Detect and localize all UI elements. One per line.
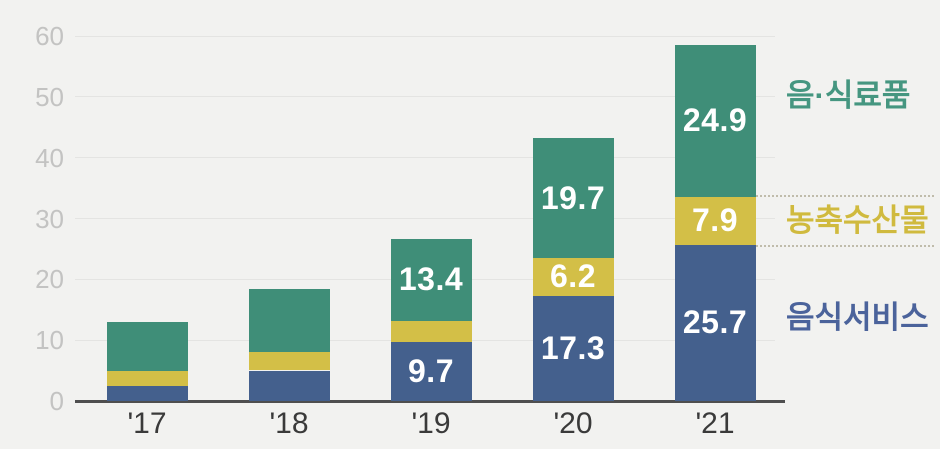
gridline-40 [75, 157, 775, 159]
y-axis-tick-label: 50 [35, 81, 64, 112]
legend-label-food-service: 음식서비스 [786, 300, 929, 335]
x-axis-label: '17 [127, 407, 167, 440]
bar-value-label: 6.2 [550, 258, 596, 295]
y-axis-tick-label: 40 [35, 142, 64, 173]
y-axis-tick-label: 10 [35, 325, 64, 356]
bar-segment-18-0 [248, 370, 330, 401]
x-axis-label: '20 [553, 407, 593, 440]
bar-value-label: 19.7 [540, 179, 606, 216]
x-axis-label: '18 [269, 407, 309, 440]
bar-segment-21-0: 25.7 [674, 244, 756, 401]
bar-segment-21-2: 24.9 [674, 45, 756, 197]
leader-line-top [755, 194, 934, 197]
bar-segment-21-1: 7.9 [674, 196, 756, 245]
bar-segment-20-0: 17.3 [532, 295, 614, 401]
bar-value-label: 7.9 [692, 202, 738, 239]
bar-segment-19-2: 13.4 [390, 239, 472, 321]
bar-value-label: 9.7 [408, 353, 454, 389]
bar-segment-18-1 [248, 352, 330, 371]
y-axis-tick-label: 30 [35, 203, 64, 234]
bar-segment-17-0 [106, 385, 188, 401]
bar-value-label: 13.4 [398, 261, 464, 298]
bar-segment-19-0: 9.7 [390, 342, 472, 401]
bar-value-label: 24.9 [682, 102, 748, 139]
y-axis-tick-label: 60 [35, 21, 64, 51]
bar-segment-19-1 [390, 320, 472, 342]
y-axis-tick-label: 20 [35, 264, 64, 295]
leader-line-bottom [755, 244, 934, 247]
x-axis-label: '19 [411, 407, 451, 440]
y-axis-tick-label: 0 [49, 386, 64, 416]
legend-label-agri-livestock-fishery: 농축수산물 [786, 203, 929, 238]
bar-value-label: 17.3 [540, 329, 606, 366]
x-axis-label: '21 [695, 407, 735, 440]
x-axis-line [75, 400, 785, 403]
bar-segment-20-2: 19.7 [532, 138, 614, 258]
gridline-60 [75, 35, 775, 37]
gridline-50 [75, 96, 775, 98]
bar-value-label: 25.7 [682, 304, 748, 341]
bar-segment-17-1 [106, 370, 188, 386]
bar-segment-17-2 [106, 321, 188, 371]
bar-segment-20-1: 6.2 [532, 258, 614, 296]
gridline-30 [75, 218, 775, 219]
bar-segment-18-2 [248, 288, 330, 353]
legend-label-food-products: 음·식료품 [786, 78, 911, 113]
